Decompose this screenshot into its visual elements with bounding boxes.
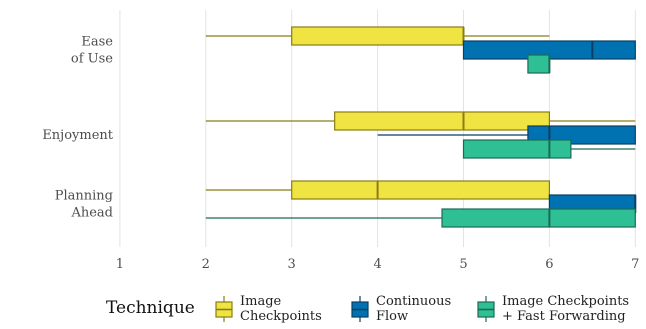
box-iqr — [291, 26, 465, 46]
x-tick-label-1: 1 — [116, 257, 124, 272]
category-labels: Ease of Use Enjoyment Planning Ahead — [42, 35, 113, 221]
box-iqr — [291, 180, 551, 200]
box-image-checkpoints-enjoyment — [205, 111, 636, 131]
x-tick-label-3: 3 — [288, 257, 296, 272]
legend: Technique Image Checkpoints Continuous Flow… — [106, 294, 629, 324]
box-layer — [205, 26, 637, 228]
category-label-enjoyment: Enjoyment — [42, 128, 113, 143]
legend-title: Technique — [106, 298, 195, 318]
box-continuous-flow-ease-of-use — [462, 40, 636, 60]
x-tick-label-6: 6 — [545, 257, 553, 272]
legend-label: Image Checkpoints — [240, 294, 322, 324]
legend-entry-image-checkpoints-fast-forwarding: Image Checkpoints + Fast Forwarding — [477, 294, 629, 324]
box-image-checkpoints-fast-forwarding-enjoyment — [462, 139, 636, 159]
x-tick-label-5: 5 — [459, 257, 467, 272]
x-axis-ticks: 1 2 3 4 5 6 7 — [116, 257, 640, 272]
box-iqr — [527, 54, 550, 74]
legend-entry-image-checkpoints: Image Checkpoints — [215, 294, 322, 324]
box-image-checkpoints-fast-forwarding-ease-of-use — [527, 54, 551, 74]
box-image-checkpoints-fast-forwarding-planning-ahead — [205, 208, 636, 228]
x-tick-label-2: 2 — [202, 257, 210, 272]
box-iqr — [334, 111, 550, 131]
box-iqr — [462, 139, 572, 159]
legend-label: Image Checkpoints + Fast Forwarding — [502, 294, 629, 324]
box-image-checkpoints-planning-ahead — [205, 180, 551, 200]
box-iqr — [441, 208, 636, 228]
legend-label: Continuous Flow — [376, 294, 451, 324]
category-label-planning-ahead: Planning Ahead — [55, 189, 113, 221]
legend-entry-continuous-flow: Continuous Flow — [351, 294, 451, 324]
category-label-ease-of-use: Ease of Use — [71, 35, 113, 67]
x-tick-label-4: 4 — [373, 257, 381, 272]
x-tick-label-7: 7 — [631, 257, 639, 272]
